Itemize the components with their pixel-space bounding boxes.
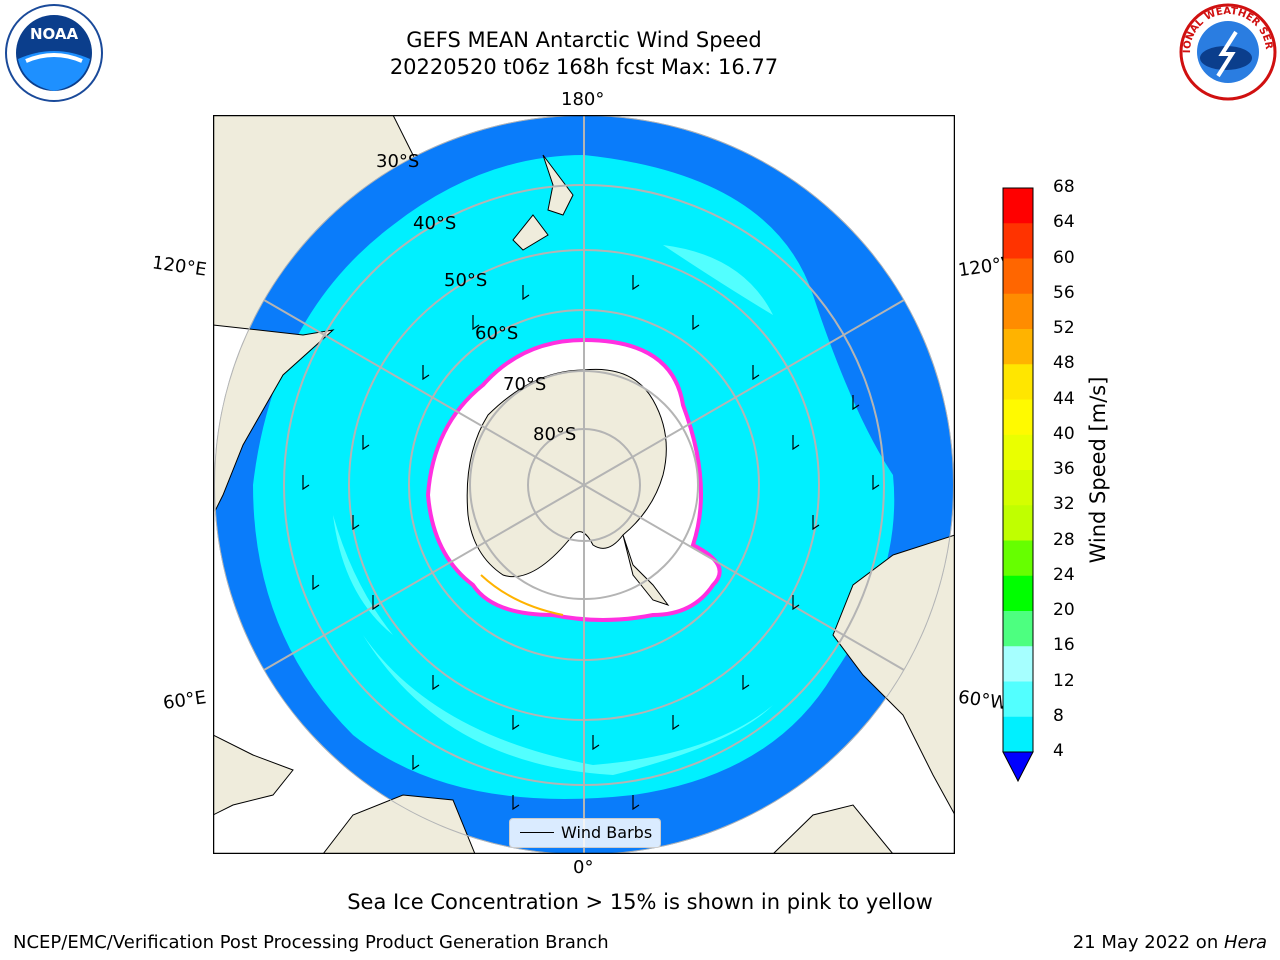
colorbar-segment [1003, 223, 1033, 259]
colorbar-tick-label: 16 [1053, 635, 1075, 656]
footer-branch: NCEP/EMC/Verification Post Processing Pr… [13, 932, 609, 953]
colorbar-segment [1003, 258, 1033, 295]
chart-subtitle: 20220520 t06z 168h fcst Max: 16.77 [389, 55, 779, 79]
lat-label-80s: 80°S [533, 424, 577, 445]
lon-label-0: 0° [573, 857, 594, 878]
colorbar-segment [1003, 681, 1033, 718]
colorbar-tick-label: 12 [1053, 670, 1075, 691]
wind-barbs [302, 275, 880, 811]
wind-barb-legend-line [520, 832, 554, 833]
graticule [214, 115, 954, 854]
colorbar-tick-label: 48 [1053, 353, 1075, 374]
colorbar-segment [1003, 540, 1033, 577]
noaa-logo-text: NOAA [30, 25, 79, 43]
map-frame [213, 115, 955, 854]
colorbar-segment [1003, 364, 1033, 400]
caption: Sea Ice Concentration > 15% is shown in … [347, 890, 933, 914]
colorbar-segment [1003, 646, 1033, 682]
colorbar-segment [1003, 188, 1033, 224]
colorbar-segment [1003, 470, 1033, 506]
colorbar-tick-label: 32 [1053, 494, 1075, 515]
colorbar-label: Wind Speed [m/s] [1086, 376, 1110, 564]
footer-date: 21 May 2022 on Hera [1073, 932, 1267, 953]
colorbar-tick-label: 52 [1053, 318, 1075, 338]
colorbar-tick-label: 64 [1053, 212, 1075, 233]
colorbar-segment [1003, 611, 1033, 647]
footer-machine: Hera [1223, 932, 1267, 953]
lat-label-50s: 50°S [444, 270, 488, 291]
colorbar-segment [1003, 575, 1033, 612]
chart-title: GEFS MEAN Antarctic Wind Speed [406, 28, 762, 52]
colorbar-segment [1003, 434, 1033, 471]
colorbar-segment [1003, 329, 1033, 365]
lat-label-40s: 40°S [413, 213, 457, 234]
nws-logo-icon: NATIONAL WEATHER SERVICE [1178, 2, 1277, 101]
colorbar-tick-label: 36 [1053, 459, 1075, 479]
colorbar-tick-label: 4 [1053, 741, 1064, 761]
map-legend: Wind Barbs [509, 818, 661, 848]
colorbar-segment [1003, 505, 1033, 541]
colorbar-tick-label: 40 [1053, 423, 1075, 444]
colorbar-tick-label: 60 [1053, 247, 1075, 268]
colorbar-tick-label: 24 [1053, 564, 1075, 585]
footer-date-text: 21 May 2022 on [1072, 932, 1224, 953]
colorbar-tick-label: 44 [1053, 388, 1075, 409]
lon-label-120e: 120°E [150, 252, 208, 281]
colorbar-tick-label: 20 [1053, 600, 1075, 620]
lat-label-70s: 70°S [503, 374, 547, 395]
colorbar-tick-label: 8 [1053, 705, 1064, 726]
wind-field [214, 115, 954, 854]
colorbar-tick-label: 56 [1053, 282, 1075, 303]
lon-label-180: 180° [561, 89, 605, 110]
lat-label-30s: 30°S [376, 151, 420, 172]
noaa-logo-icon: NOAA [5, 4, 103, 102]
polar-map [213, 115, 955, 854]
colorbar [1002, 187, 1034, 783]
colorbar-segment [1003, 399, 1033, 436]
colorbar-segment [1003, 716, 1033, 753]
colorbar-segment [1003, 293, 1033, 330]
lon-label-60e: 60°E [161, 687, 208, 714]
lat-label-60s: 60°S [475, 323, 519, 344]
colorbar-tick-label: 68 [1053, 177, 1075, 197]
colorbar-tick-label: 28 [1053, 529, 1075, 550]
legend-label: Wind Barbs [561, 823, 653, 842]
